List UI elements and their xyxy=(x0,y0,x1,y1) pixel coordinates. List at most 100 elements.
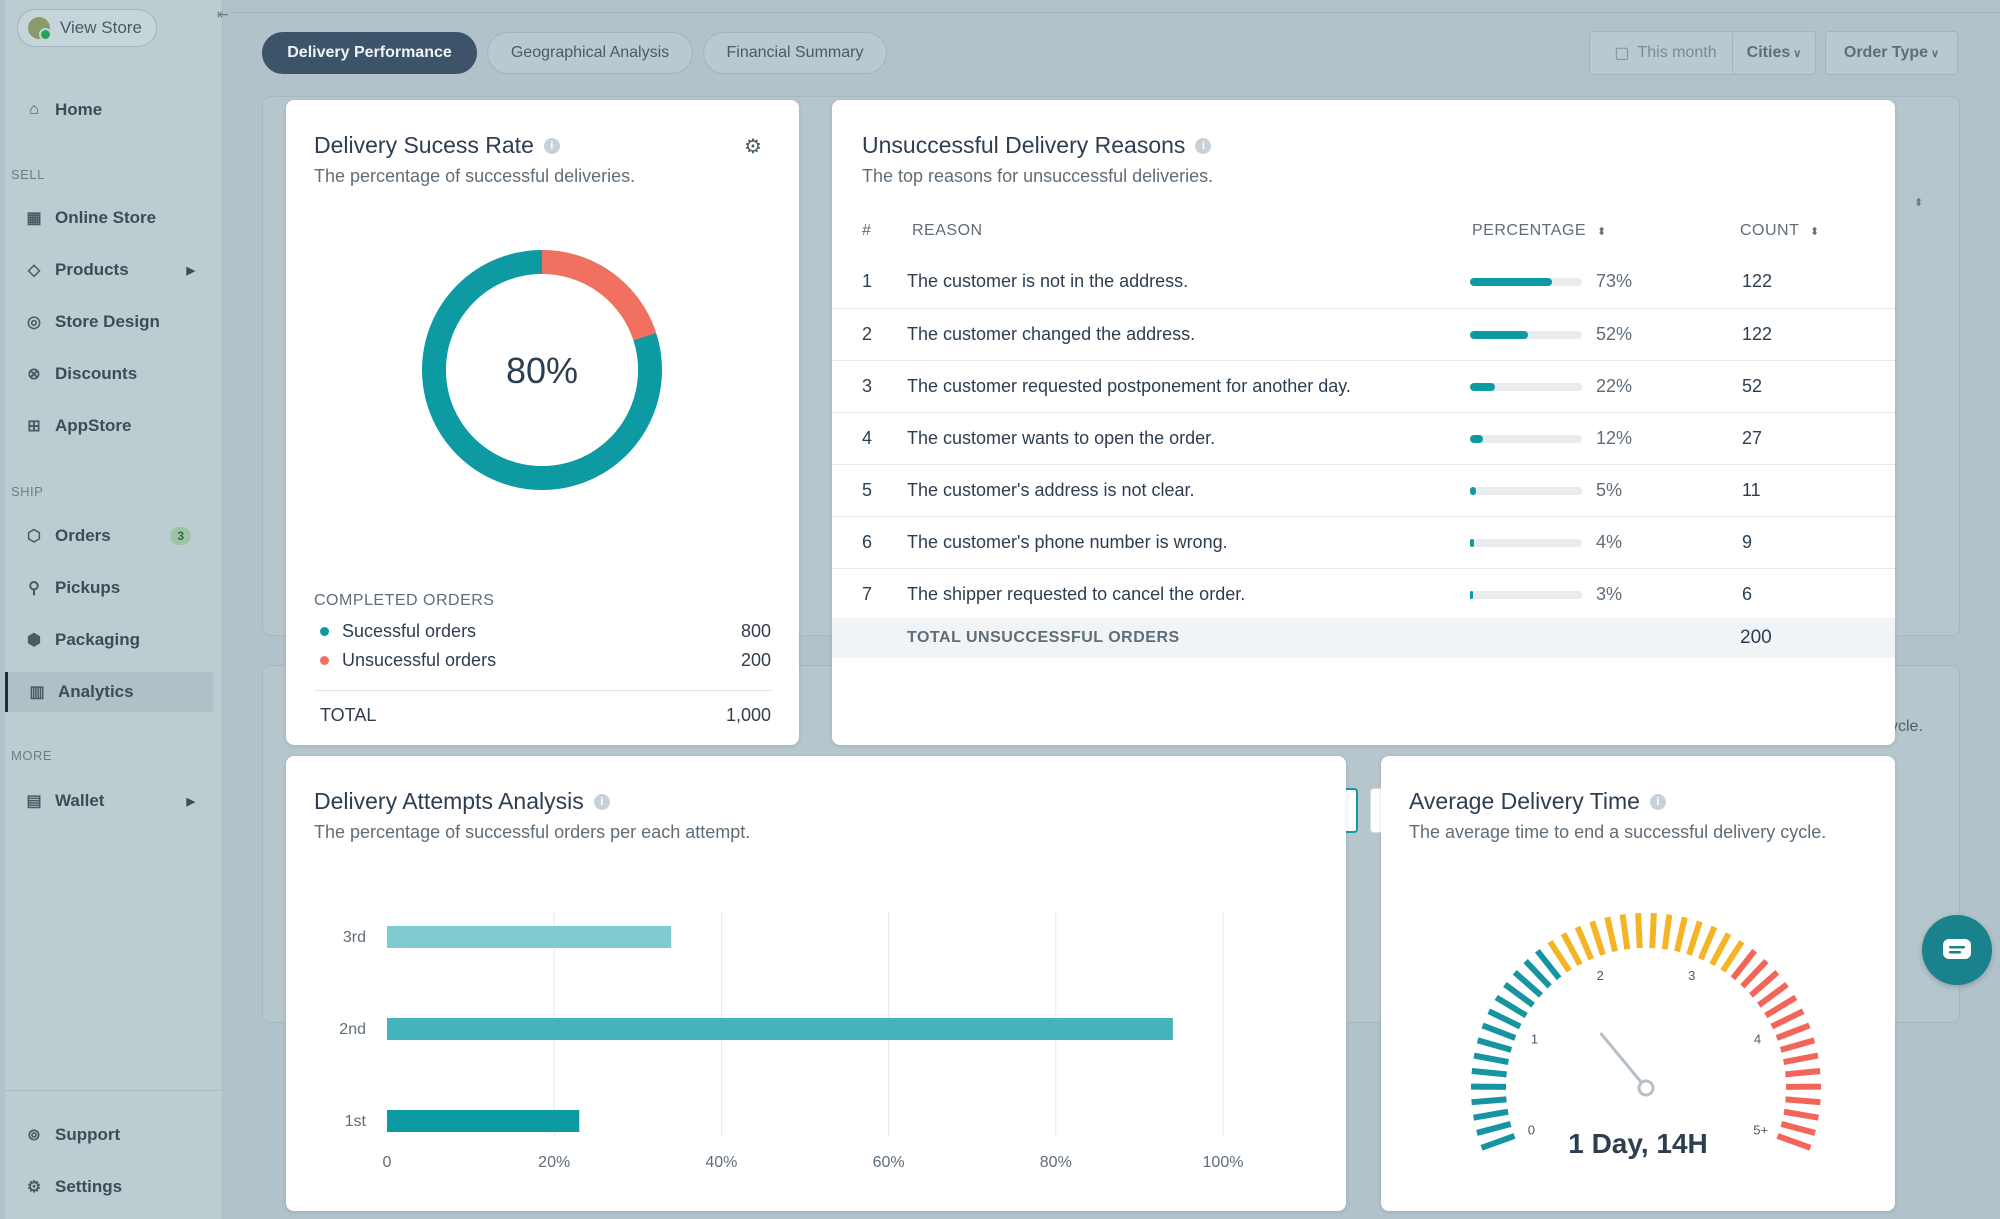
table-row: 6 The customer's phone number is wrong. 4%… xyxy=(832,516,1895,567)
collapse-sidebar-icon[interactable]: ⇤ xyxy=(217,6,229,22)
palette-icon: ◎ xyxy=(27,314,41,331)
total-value: 1,000 xyxy=(725,705,771,725)
row-percentage: 73% xyxy=(1596,271,1633,291)
info-icon[interactable]: i xyxy=(1649,793,1666,810)
info-icon[interactable]: i xyxy=(593,793,610,810)
gauge-tick xyxy=(1473,1108,1509,1121)
gauge-tick xyxy=(1560,932,1583,966)
view-store-button[interactable]: View Store xyxy=(17,9,157,47)
order-type-filter[interactable]: Order Type ∨ xyxy=(1825,31,1958,75)
row-percentage: 22% xyxy=(1596,376,1633,396)
percentage-bar xyxy=(1470,591,1582,599)
tab-geographical-analysis[interactable]: Geographical Analysis xyxy=(487,32,693,74)
table-row: 5 The customer's address is not clear. 5% 1… xyxy=(832,464,1895,515)
gauge-label: 2 xyxy=(1597,968,1604,983)
attempts-subtitle: The percentage of successful orders per … xyxy=(314,822,751,842)
section-label-more: MORE xyxy=(11,748,52,763)
unsuccessful-reasons-card: Unsuccessful Delivery Reasons i The top … xyxy=(832,100,1895,833)
gauge-tick xyxy=(1775,1022,1811,1041)
sidebar-item-analytics[interactable]: ▥ Analytics xyxy=(5,672,213,712)
delivery-success-subtitle: The percentage of successful deliveries. xyxy=(314,166,636,186)
sidebar-item-home[interactable]: ⌂ Home xyxy=(5,90,213,130)
date-filter[interactable]: ▢ This month xyxy=(1589,31,1742,75)
sidebar-item-online-store[interactable]: ▦ Online Store xyxy=(5,198,213,238)
chat-button[interactable] xyxy=(1922,915,1992,985)
gauge-tick xyxy=(1512,970,1543,998)
delivery-success-title: Delivery Sucess Rate xyxy=(314,132,534,158)
gauge-tick xyxy=(1487,1008,1522,1030)
gauge-tick xyxy=(1471,1067,1507,1078)
tab-financial-summary[interactable]: Financial Summary xyxy=(703,32,887,74)
gauge-tick xyxy=(1574,925,1595,961)
gauge-tick xyxy=(1619,914,1631,950)
donut-fail-arc xyxy=(422,250,662,490)
sidebar-item-label: Products xyxy=(55,260,129,279)
sidebar-item-settings[interactable]: ⚙ Settings xyxy=(5,1167,213,1207)
gauge-tick xyxy=(1740,958,1769,989)
sidebar-item-appstore[interactable]: ⊞ AppStore xyxy=(5,406,213,446)
cities-filter[interactable]: Cities ∨ xyxy=(1732,31,1816,75)
bar-2nd xyxy=(387,1018,1173,1040)
row-number: 2 xyxy=(862,324,873,344)
row-number: 6 xyxy=(862,532,873,552)
total-unsuccessful-label: TOTAL UNSUCCESSFUL ORDERS xyxy=(907,629,1180,646)
gauge-tick xyxy=(1535,948,1562,981)
gauge-tick xyxy=(1503,982,1535,1008)
row-count: 52 xyxy=(1742,376,1763,396)
table-total-row: TOTAL UNSUCCESSFUL ORDERS 200 xyxy=(832,618,1895,658)
row-count: 9 xyxy=(1742,532,1753,552)
card-title: Delivery Sucess Rate i xyxy=(314,132,560,159)
chevron-down-icon: ∨ xyxy=(1793,47,1802,60)
gauge-tick xyxy=(1783,1052,1819,1065)
sort-icon: ⬍ xyxy=(1597,226,1607,238)
success-rate-value: 80% xyxy=(505,350,579,391)
info-icon[interactable]: i xyxy=(543,137,560,154)
gauge-tick xyxy=(1635,913,1643,949)
gauge-tick xyxy=(1589,920,1606,956)
sidebar-item-pickups[interactable]: ⚲ Pickups xyxy=(5,568,213,608)
box-icon: ⬡ xyxy=(27,528,41,545)
sidebar-item-packaging[interactable]: ⬢ Packaging xyxy=(5,620,213,660)
y-tick-label: 1st xyxy=(345,1113,367,1130)
discount-icon: ⊗ xyxy=(27,366,41,383)
sidebar-item-discounts[interactable]: ⊗ Discounts xyxy=(5,354,213,394)
sidebar-item-orders[interactable]: ⬡ Orders 3 xyxy=(5,516,213,556)
table-row: 7 The shipper requested to cancel the ord… xyxy=(832,568,1895,619)
gauge-tick xyxy=(1476,1037,1513,1053)
percentage-bar xyxy=(1470,278,1582,286)
delivery-time-gauge: 0 1 2 3 4 5+ xyxy=(1470,913,1822,1151)
gear-icon: ⚙ xyxy=(26,1179,42,1196)
table-row: 1 The customer is not in the address. 73% 1… xyxy=(832,256,1895,307)
column-header-percentage[interactable]: PERCENTAGE ⬍ xyxy=(1472,222,1607,240)
row-count: 122 xyxy=(1742,271,1773,291)
column-header-count[interactable]: COUNT ⬍ xyxy=(1740,222,1820,240)
gauge-label: 0 xyxy=(1528,1123,1535,1138)
percentage-bar-fill xyxy=(1470,331,1529,339)
legend-dot-success xyxy=(320,627,329,636)
y-tick-label: 2nd xyxy=(339,1021,366,1038)
pickup-icon: ⚲ xyxy=(28,580,40,597)
store-avatar xyxy=(28,17,52,41)
row-number: 5 xyxy=(862,480,873,500)
store-icon: ▦ xyxy=(26,210,42,227)
column-header-label: PERCENTAGE xyxy=(1472,222,1587,239)
column-header-reason: REASON xyxy=(912,222,983,239)
sidebar-item-products[interactable]: ◇ Products ▶ xyxy=(5,250,213,290)
chevron-down-icon: ∨ xyxy=(1931,47,1940,60)
sidebar-item-label: Analytics xyxy=(58,682,134,701)
sidebar-item-label: Orders xyxy=(55,526,111,545)
table-row: 4 The customer wants to open the order. 12… xyxy=(832,412,1895,463)
order-type-filter-label: Order Type xyxy=(1843,44,1929,61)
sidebar-item-store-design[interactable]: ◎ Store Design xyxy=(5,302,213,342)
row-number: 1 xyxy=(862,271,873,291)
attempts-title: Delivery Attempts Analysis xyxy=(314,788,584,814)
sidebar-item-wallet[interactable]: ▤ Wallet ▶ xyxy=(5,781,213,821)
tab-delivery-performance[interactable]: Delivery Performance xyxy=(262,32,477,74)
chevron-right-icon: ▶ xyxy=(186,264,195,277)
background-text: ycle. xyxy=(1890,718,1923,735)
info-icon[interactable]: i xyxy=(1195,137,1212,154)
gear-icon[interactable]: ⚙ xyxy=(744,136,762,158)
sidebar-item-label: Online Store xyxy=(55,208,157,227)
sidebar-item-support[interactable]: ⊚ Support xyxy=(5,1115,213,1155)
gauge-tick xyxy=(1674,916,1688,953)
